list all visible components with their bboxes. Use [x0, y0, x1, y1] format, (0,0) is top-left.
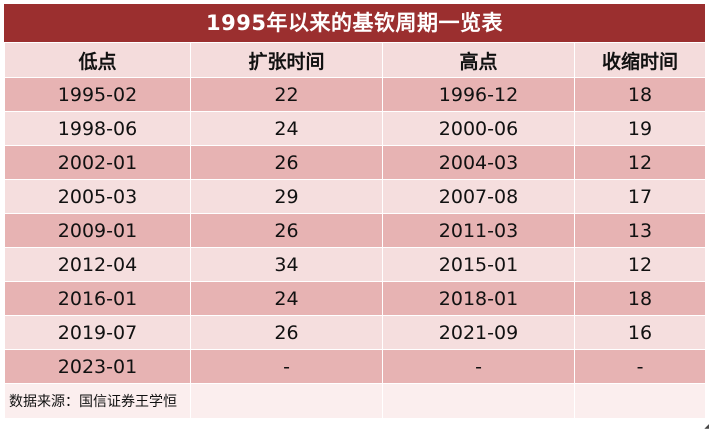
table-title: 1995年以来的基钦周期一览表: [4, 4, 705, 42]
empty-cell: [190, 383, 383, 419]
cell-expansion: 24: [190, 281, 383, 316]
cell-trough: 2016-01: [4, 281, 191, 316]
header-row: 低点 扩张时间 高点 收缩时间: [4, 42, 706, 78]
cell-expansion: 22: [190, 77, 383, 112]
cell-expansion: 26: [190, 315, 383, 350]
cell-trough: 2023-01: [4, 349, 191, 384]
header-expansion-duration: 扩张时间: [190, 42, 383, 78]
header-contraction-duration: 收缩时间: [574, 42, 706, 78]
cell-peak: 1996-12: [382, 77, 575, 112]
cell-contraction: -: [574, 349, 706, 384]
cell-contraction: 19: [574, 111, 706, 146]
table-row: 1995-02 22 1996-12 18: [4, 77, 706, 112]
header-peak: 高点: [382, 42, 575, 78]
cell-trough: 1995-02: [4, 77, 191, 112]
table-row: 2012-04 34 2015-01 12: [4, 247, 706, 282]
empty-cell: [382, 383, 575, 419]
cell-contraction: 12: [574, 247, 706, 282]
cell-expansion: 29: [190, 179, 383, 214]
cell-peak: 2007-08: [382, 179, 575, 214]
table-row: 2023-01 - - -: [4, 349, 706, 384]
cell-trough: 2005-03: [4, 179, 191, 214]
table-row: 2009-01 26 2011-03 13: [4, 213, 706, 248]
cell-peak: 2011-03: [382, 213, 575, 248]
cell-contraction: 13: [574, 213, 706, 248]
cell-peak: 2021-09: [382, 315, 575, 350]
table-row: 2005-03 29 2007-08 17: [4, 179, 706, 214]
source-note: 数据来源：国信证券王学恒: [4, 383, 191, 419]
cell-contraction: 17: [574, 179, 706, 214]
table-row: 2002-01 26 2004-03 12: [4, 145, 706, 180]
cell-peak: 2015-01: [382, 247, 575, 282]
empty-cell: [574, 383, 706, 419]
cell-trough: 2019-07: [4, 315, 191, 350]
cell-trough: 2002-01: [4, 145, 191, 180]
cell-trough: 2009-01: [4, 213, 191, 248]
cell-trough: 2012-04: [4, 247, 191, 282]
source-row: 数据来源：国信证券王学恒: [4, 383, 706, 419]
cell-peak: 2004-03: [382, 145, 575, 180]
cell-expansion: -: [190, 349, 383, 384]
kitchin-cycle-table-container: 1995年以来的基钦周期一览表 低点 扩张时间 高点 收缩时间 1995-02 …: [4, 4, 706, 419]
table-row: 2016-01 24 2018-01 18: [4, 281, 706, 316]
cell-contraction: 16: [574, 315, 706, 350]
header-trough: 低点: [4, 42, 191, 78]
cell-trough: 1998-06: [4, 111, 191, 146]
table-row: 2019-07 26 2021-09 16: [4, 315, 706, 350]
cell-expansion: 26: [190, 145, 383, 180]
cell-expansion: 24: [190, 111, 383, 146]
cell-contraction: 18: [574, 281, 706, 316]
cell-expansion: 34: [190, 247, 383, 282]
cell-peak: -: [382, 349, 575, 384]
table-row: 1998-06 24 2000-06 19: [4, 111, 706, 146]
resize-corner-icon: ◢: [704, 423, 709, 430]
cell-expansion: 26: [190, 213, 383, 248]
cell-peak: 2000-06: [382, 111, 575, 146]
cell-peak: 2018-01: [382, 281, 575, 316]
kitchin-cycle-table: 低点 扩张时间 高点 收缩时间 1995-02 22 1996-12 18 19…: [4, 42, 706, 419]
cell-contraction: 18: [574, 77, 706, 112]
cell-contraction: 12: [574, 145, 706, 180]
